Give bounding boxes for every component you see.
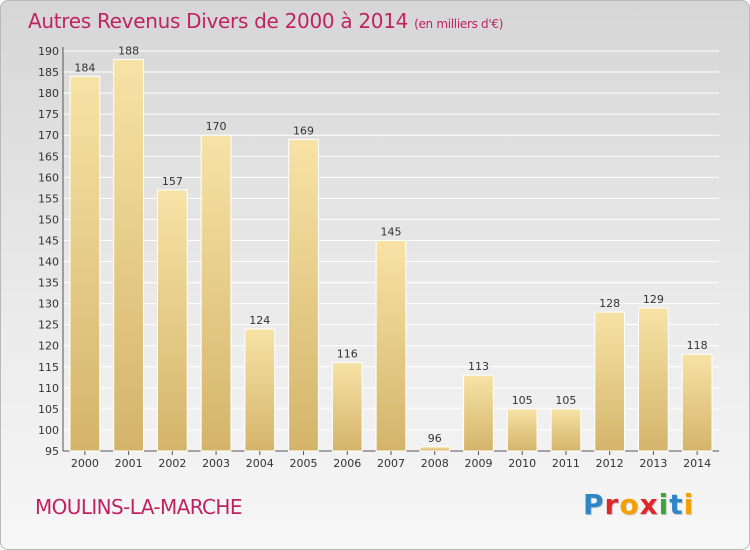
logo-letter: i bbox=[658, 488, 670, 521]
logo-letter: x bbox=[639, 488, 659, 521]
bar-value-label: 145 bbox=[381, 225, 402, 238]
bar-value-label: 170 bbox=[206, 120, 227, 133]
bar-value-label: 118 bbox=[687, 339, 708, 352]
y-tick-label: 165 bbox=[38, 150, 59, 163]
proxiti-logo: Proxiti bbox=[583, 488, 694, 521]
chart-title-text: Autres Revenus Divers de 2000 à 2014 bbox=[28, 9, 409, 33]
bar bbox=[594, 311, 626, 452]
x-tick-label: 2007 bbox=[377, 457, 405, 470]
bar bbox=[156, 189, 188, 452]
x-tick-label: 2004 bbox=[246, 457, 274, 470]
bar bbox=[69, 75, 101, 452]
x-tick-label: 2014 bbox=[683, 457, 711, 470]
y-tick-label: 150 bbox=[38, 213, 59, 226]
x-tick-label: 2011 bbox=[552, 457, 580, 470]
y-tick-label: 115 bbox=[38, 361, 59, 374]
y-tick-label: 110 bbox=[38, 382, 59, 395]
bar bbox=[288, 138, 319, 452]
y-tick-label: 130 bbox=[38, 298, 59, 311]
x-tick-label: 2006 bbox=[333, 457, 361, 470]
logo-letter: o bbox=[619, 488, 640, 521]
y-tick-label: 95 bbox=[45, 445, 59, 458]
bar bbox=[200, 134, 232, 452]
y-tick-label: 190 bbox=[38, 45, 59, 58]
chart-title-unit: (en milliers d'€) bbox=[414, 17, 504, 31]
logo-letter: P bbox=[583, 488, 605, 521]
bar bbox=[506, 408, 538, 452]
bar-value-label: 124 bbox=[249, 314, 270, 327]
bar bbox=[550, 408, 582, 452]
logo-letter: r bbox=[604, 488, 620, 521]
bar-value-label: 157 bbox=[162, 175, 183, 188]
y-tick-label: 100 bbox=[38, 424, 59, 437]
x-tick-label: 2003 bbox=[202, 457, 230, 470]
bar-value-label: 113 bbox=[468, 360, 489, 373]
y-tick-label: 145 bbox=[38, 234, 59, 247]
bar-value-label: 96 bbox=[428, 432, 442, 445]
y-tick-label: 175 bbox=[38, 108, 59, 121]
chart-title: Autres Revenus Divers de 2000 à 2014 (en … bbox=[28, 9, 503, 33]
bar bbox=[375, 239, 407, 452]
x-tick-label: 2013 bbox=[639, 457, 667, 470]
x-tick-label: 2009 bbox=[464, 457, 492, 470]
x-tick-label: 2012 bbox=[596, 457, 624, 470]
y-tick-label: 180 bbox=[38, 87, 59, 100]
x-tick-label: 2000 bbox=[71, 457, 99, 470]
y-tick-label: 170 bbox=[38, 129, 59, 142]
x-tick-label: 2005 bbox=[290, 457, 318, 470]
bar bbox=[244, 328, 276, 452]
bar-value-label: 105 bbox=[555, 394, 576, 407]
bar-value-label: 128 bbox=[599, 297, 620, 310]
bar bbox=[419, 446, 451, 452]
bar-value-label: 188 bbox=[118, 44, 139, 57]
bar-value-label: 129 bbox=[643, 293, 664, 306]
y-tick-label: 135 bbox=[38, 277, 59, 290]
bar-value-label: 105 bbox=[512, 394, 533, 407]
bar bbox=[113, 58, 144, 452]
x-tick-label: 2010 bbox=[508, 457, 536, 470]
y-tick-label: 140 bbox=[38, 256, 59, 269]
y-tick-label: 185 bbox=[38, 66, 59, 79]
bar-value-label: 169 bbox=[293, 124, 314, 137]
y-tick-label: 155 bbox=[38, 192, 59, 205]
logo-letter: t bbox=[669, 488, 684, 521]
bar bbox=[331, 362, 363, 452]
logo-letter: i bbox=[683, 488, 695, 521]
x-tick-label: 2008 bbox=[421, 457, 449, 470]
bar bbox=[638, 307, 669, 452]
y-tick-label: 105 bbox=[38, 403, 59, 416]
commune-name: MOULINS-LA-MARCHE bbox=[35, 495, 242, 519]
x-tick-label: 2001 bbox=[115, 457, 143, 470]
bar bbox=[463, 374, 494, 452]
y-tick-label: 160 bbox=[38, 171, 59, 184]
x-tick-label: 2002 bbox=[158, 457, 186, 470]
bar-value-label: 184 bbox=[74, 61, 95, 74]
y-tick-label: 125 bbox=[38, 319, 59, 332]
y-tick-label: 120 bbox=[38, 340, 59, 353]
bar-value-label: 116 bbox=[337, 348, 358, 361]
bar bbox=[681, 353, 713, 452]
